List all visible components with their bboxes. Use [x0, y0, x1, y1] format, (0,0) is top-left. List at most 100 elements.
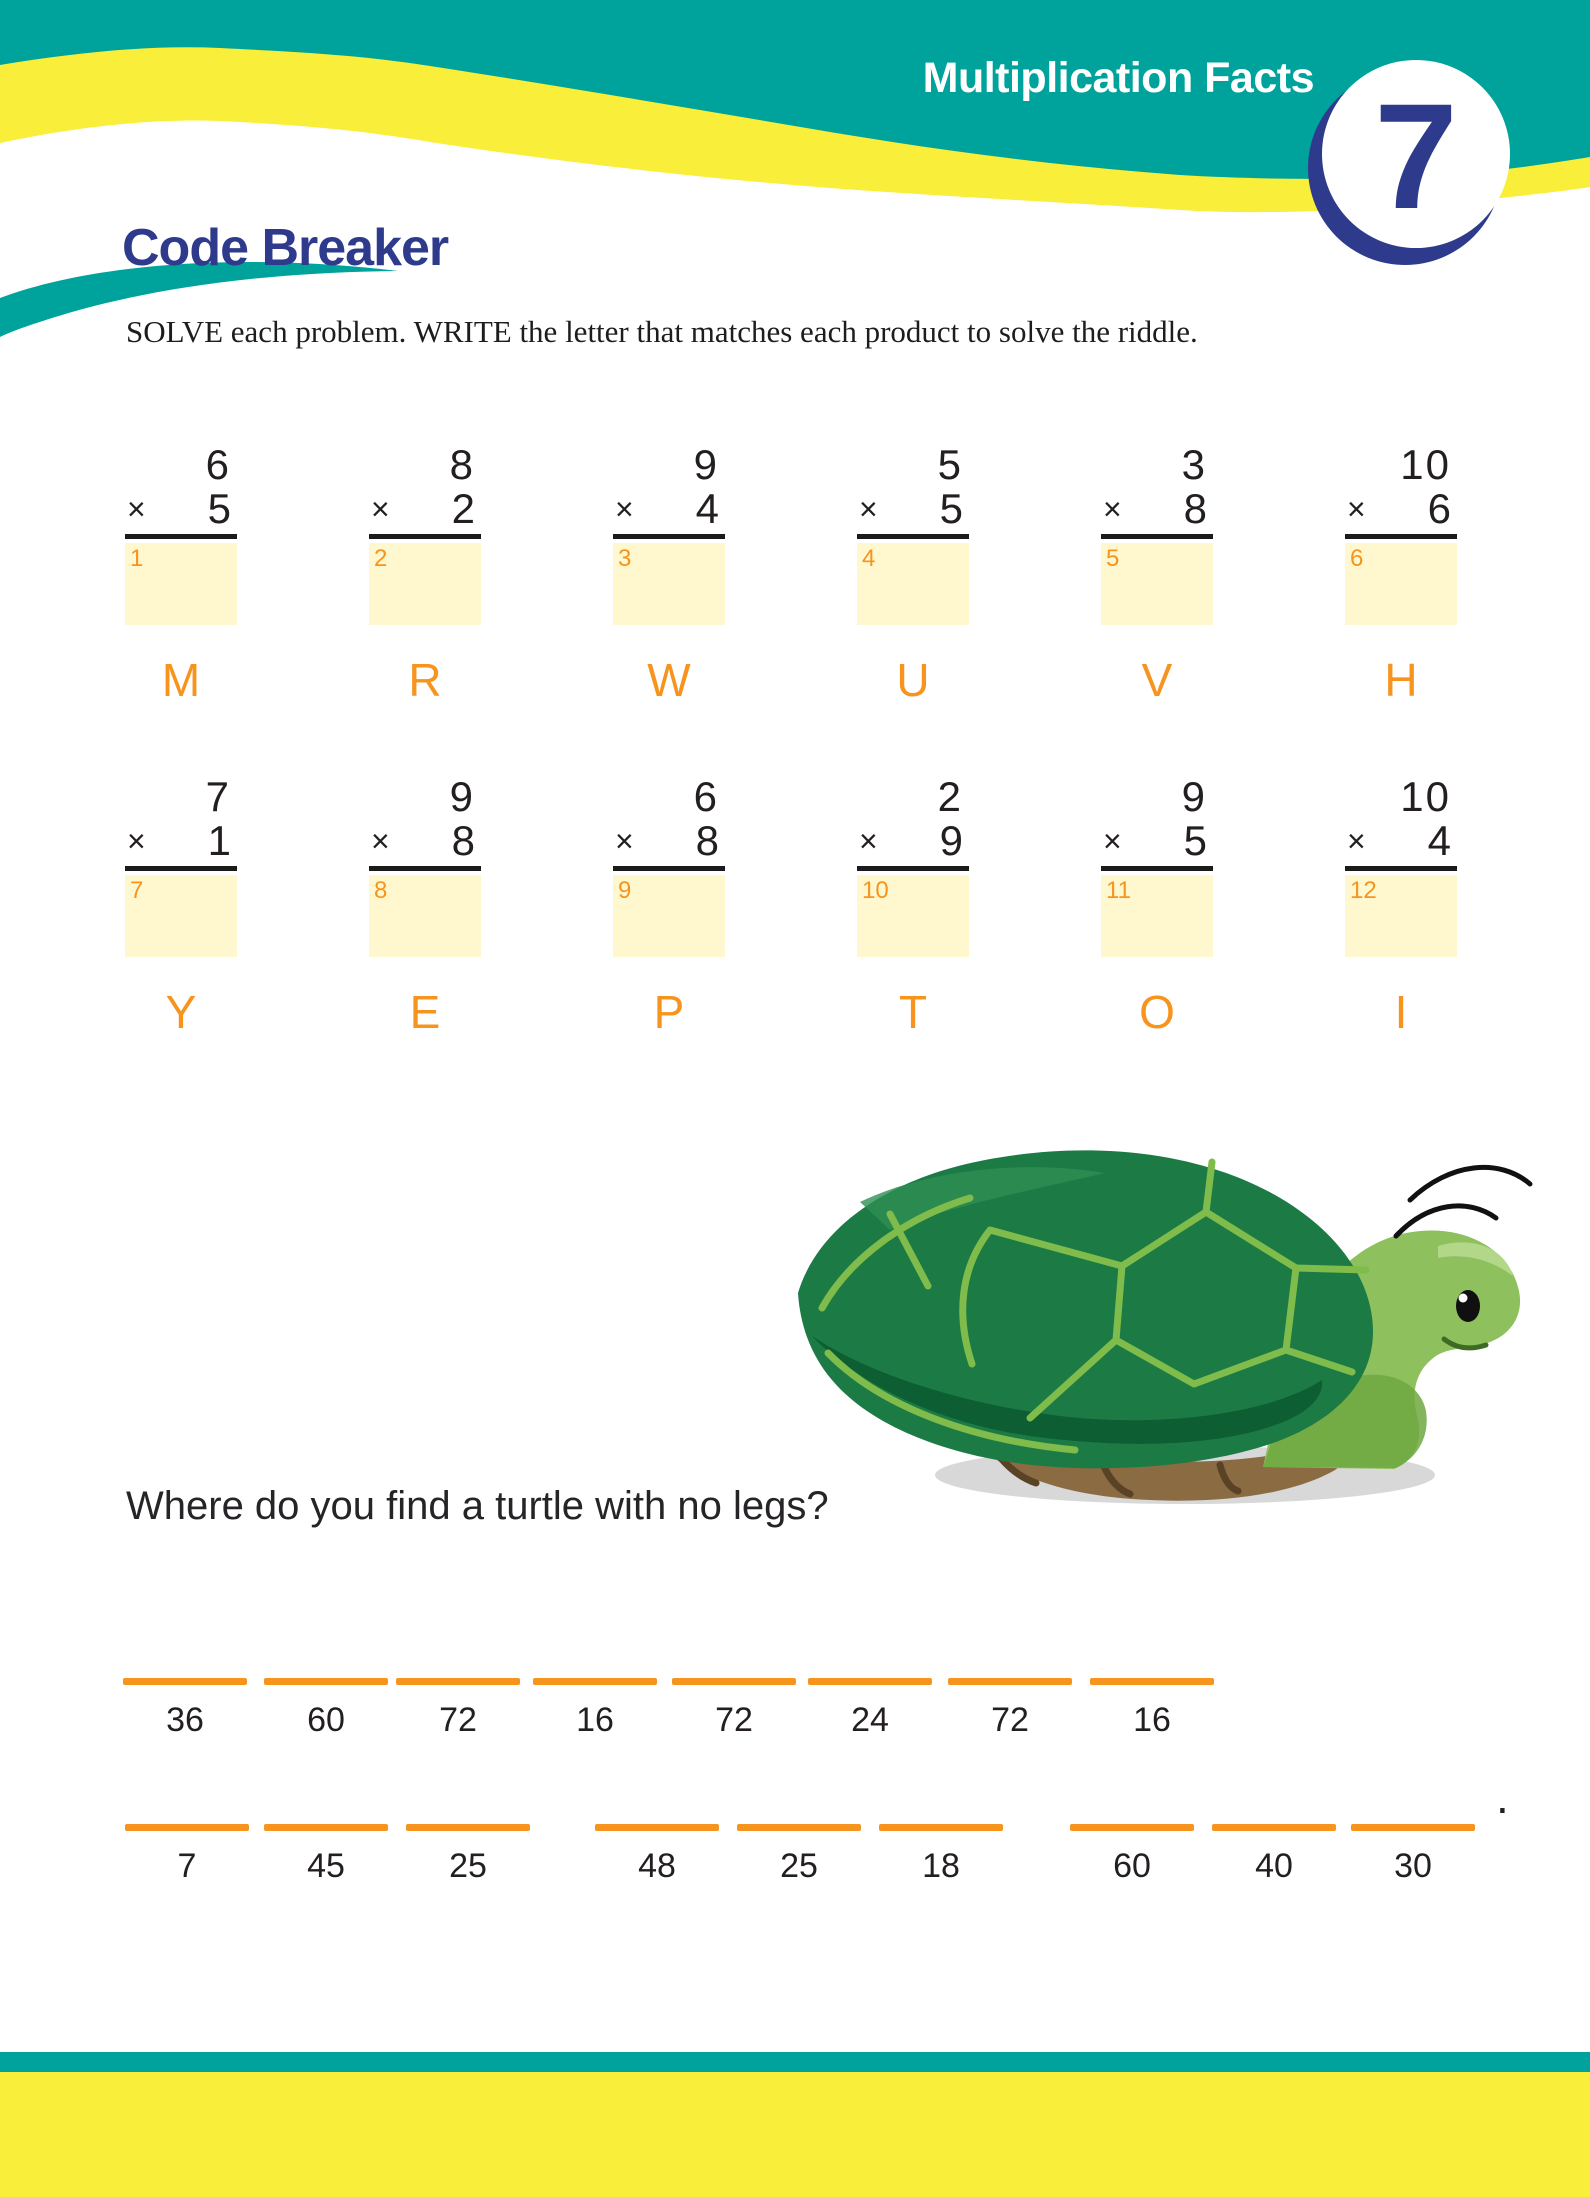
answer-box[interactable]: 1	[125, 543, 237, 625]
code-number: 18	[922, 1847, 960, 1885]
answer-box[interactable]: 6	[1345, 543, 1457, 625]
answer-blank[interactable]: 25	[406, 1824, 530, 1886]
blank-line	[672, 1678, 796, 1685]
answer-box[interactable]: 12	[1345, 875, 1457, 957]
eye-highlight	[1458, 1293, 1468, 1303]
equals-line	[125, 866, 237, 871]
multiplier: 1	[207, 817, 231, 864]
multiplication-problem: 3 × 8 5 V	[1101, 443, 1213, 707]
answer-blank[interactable]: 24	[808, 1678, 932, 1740]
equals-line	[613, 534, 725, 539]
answer-blank[interactable]: 18	[879, 1824, 1003, 1886]
answer-blank[interactable]: 48	[595, 1824, 719, 1886]
answer-box[interactable]: 4	[857, 543, 969, 625]
equals-line	[1101, 866, 1213, 871]
equals-line	[369, 866, 481, 871]
answer-box[interactable]: 8	[369, 875, 481, 957]
answer-blank[interactable]: 45	[264, 1824, 388, 1886]
answer-blank[interactable]: 16	[1090, 1678, 1214, 1740]
riddle-question: Where do you find a turtle with no legs?	[126, 1484, 829, 1528]
multiplication-problem: 10 × 6 6 H	[1345, 443, 1457, 707]
equals-line	[857, 866, 969, 871]
code-number: 24	[851, 1701, 889, 1739]
answer-blank[interactable]: 36	[123, 1678, 247, 1740]
code-letter: U	[896, 654, 930, 706]
footer-teal-bar	[0, 2052, 1590, 2072]
blank-line	[1351, 1824, 1475, 1831]
turtle-underside	[960, 1418, 1352, 1501]
multiply-sign: ×	[127, 823, 146, 859]
multiply-sign: ×	[1347, 823, 1366, 859]
code-number: 16	[576, 1701, 614, 1739]
answer-box[interactable]: 7	[125, 875, 237, 957]
code-letter: O	[1139, 986, 1175, 1038]
multiplier: 4	[1427, 817, 1451, 864]
answer-blank[interactable]: 60	[1070, 1824, 1194, 1886]
answer-blank[interactable]: 72	[948, 1678, 1072, 1740]
problem-number: 4	[862, 545, 876, 572]
answer-blank[interactable]: 16	[533, 1678, 657, 1740]
answer-box[interactable]: 3	[613, 543, 725, 625]
multiplier: 5	[207, 485, 231, 532]
answer-blank[interactable]: 30	[1351, 1824, 1475, 1886]
answer-box[interactable]: 2	[369, 543, 481, 625]
problem-number: 1	[130, 545, 144, 572]
code-number: 60	[307, 1701, 345, 1739]
multiplicand: 7	[205, 773, 231, 820]
problem-number: 11	[1106, 877, 1131, 904]
multiplier: 5	[939, 485, 963, 532]
answer-blank[interactable]: 72	[672, 1678, 796, 1740]
multiply-sign: ×	[615, 491, 634, 527]
multiplication-problem: 6 × 8 9 P	[613, 775, 725, 1039]
blank-line	[1212, 1824, 1336, 1831]
turtle-illustration	[798, 1150, 1533, 1504]
series-label: Multiplication Facts	[922, 54, 1315, 102]
answer-blank[interactable]: 40	[1212, 1824, 1336, 1886]
multiply-sign: ×	[127, 491, 146, 527]
blank-line	[264, 1824, 388, 1831]
instructions-text: SOLVE each problem. WRITE the letter tha…	[126, 314, 1198, 349]
answer-blank[interactable]: 60	[264, 1678, 388, 1740]
multiplicand: 10	[1400, 441, 1451, 488]
answer-blank[interactable]: 72	[396, 1678, 520, 1740]
code-letter: P	[653, 986, 685, 1038]
answer-box[interactable]: 10	[857, 875, 969, 957]
unit-number: 7	[1374, 72, 1458, 240]
answer-blank[interactable]: 7	[125, 1824, 249, 1886]
answer-box[interactable]: 11	[1101, 875, 1213, 957]
code-letter: V	[1141, 654, 1173, 706]
multiplier: 9	[939, 817, 963, 864]
answer-box[interactable]: 9	[613, 875, 725, 957]
multiplicand: 9	[449, 773, 475, 820]
equals-line	[125, 534, 237, 539]
multiplier: 5	[1183, 817, 1207, 864]
code-number: 40	[1255, 1847, 1293, 1885]
code-number: 25	[780, 1847, 818, 1885]
multiplication-problem: 2 × 9 10 T	[857, 775, 969, 1039]
motion-arcs-icon	[1393, 1165, 1533, 1239]
code-letter: Y	[165, 986, 197, 1038]
code-letter: E	[409, 986, 441, 1038]
blank-line	[595, 1824, 719, 1831]
multiplication-problem: 6 × 5 1 M	[125, 443, 237, 707]
blank-line	[533, 1678, 657, 1685]
multiply-sign: ×	[1103, 823, 1122, 859]
equals-line	[613, 866, 725, 871]
multiply-sign: ×	[1103, 491, 1122, 527]
turtle-smile	[1441, 1336, 1489, 1351]
multiplier: 2	[451, 485, 475, 532]
multiplicand: 6	[205, 441, 231, 488]
answer-box[interactable]: 5	[1101, 543, 1213, 625]
multiplier: 8	[451, 817, 475, 864]
multiplicand: 9	[1181, 773, 1207, 820]
blank-line	[406, 1824, 530, 1831]
blank-line	[1090, 1678, 1214, 1685]
multiplicand: 3	[1181, 441, 1207, 488]
page-title: Code Breaker	[122, 219, 449, 277]
header-wave-graphic	[0, 0, 1590, 337]
head-highlight	[1438, 1242, 1513, 1276]
multiplier: 8	[1183, 485, 1207, 532]
answer-blank[interactable]: 25	[737, 1824, 861, 1886]
blank-line	[396, 1678, 520, 1685]
